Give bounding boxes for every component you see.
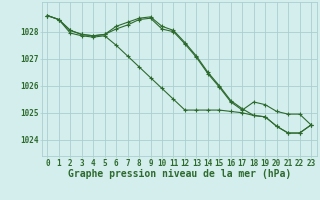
X-axis label: Graphe pression niveau de la mer (hPa): Graphe pression niveau de la mer (hPa) <box>68 169 291 179</box>
